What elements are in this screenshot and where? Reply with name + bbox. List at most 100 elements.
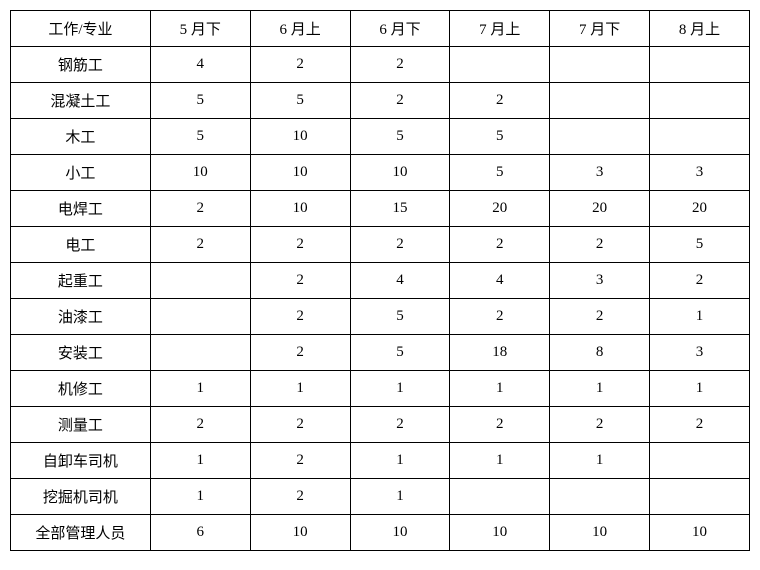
table-cell: 5 [650,227,750,263]
table-cell: 2 [450,407,550,443]
header-period-3: 7 月上 [450,11,550,47]
table-cell: 1 [150,371,250,407]
table-cell: 10 [150,155,250,191]
table-cell: 1 [650,299,750,335]
table-cell: 2 [250,407,350,443]
table-cell: 2 [250,227,350,263]
table-cell [650,479,750,515]
table-cell [650,83,750,119]
table-cell: 5 [350,119,450,155]
header-period-5: 8 月上 [650,11,750,47]
table-cell: 10 [650,515,750,551]
table-cell: 4 [450,263,550,299]
table-cell: 20 [650,191,750,227]
table-cell: 1 [150,443,250,479]
table-cell: 4 [150,47,250,83]
row-label: 测量工 [11,407,151,443]
table-cell: 1 [350,443,450,479]
row-label: 油漆工 [11,299,151,335]
table-row: 全部管理人员61010101010 [11,515,750,551]
staffing-table: 工作/专业 5 月下 6 月上 6 月下 7 月上 7 月下 8 月上 钢筋工4… [10,10,750,551]
table-row: 起重工24432 [11,263,750,299]
header-period-0: 5 月下 [150,11,250,47]
table-cell: 6 [150,515,250,551]
table-cell: 1 [350,371,450,407]
table-cell [150,299,250,335]
table-row: 木工51055 [11,119,750,155]
row-label: 全部管理人员 [11,515,151,551]
header-period-4: 7 月下 [550,11,650,47]
table-cell: 18 [450,335,550,371]
table-cell: 2 [450,299,550,335]
header-period-2: 6 月下 [350,11,450,47]
table-cell: 4 [350,263,450,299]
table-cell [450,479,550,515]
table-cell: 1 [450,443,550,479]
table-cell: 5 [350,335,450,371]
table-cell: 20 [550,191,650,227]
table-cell: 10 [350,515,450,551]
row-label: 电焊工 [11,191,151,227]
table-cell: 2 [550,299,650,335]
table-row: 安装工251883 [11,335,750,371]
table-cell [450,47,550,83]
table-cell: 2 [450,227,550,263]
table-cell: 2 [250,47,350,83]
table-cell: 2 [550,407,650,443]
table-cell: 5 [150,83,250,119]
row-label: 钢筋工 [11,47,151,83]
table-cell: 10 [550,515,650,551]
table-row: 自卸车司机12111 [11,443,750,479]
table-header-row: 工作/专业 5 月下 6 月上 6 月下 7 月上 7 月下 8 月上 [11,11,750,47]
table-cell: 1 [650,371,750,407]
table-cell: 2 [650,263,750,299]
table-cell [650,443,750,479]
row-label: 安装工 [11,335,151,371]
table-cell: 2 [250,335,350,371]
table-cell: 8 [550,335,650,371]
table-cell: 10 [250,119,350,155]
table-cell: 10 [250,155,350,191]
table-row: 钢筋工422 [11,47,750,83]
row-label: 机修工 [11,371,151,407]
table-cell: 3 [550,263,650,299]
header-label: 工作/专业 [11,11,151,47]
table-cell: 20 [450,191,550,227]
table-cell: 10 [450,515,550,551]
table-cell: 10 [250,515,350,551]
table-cell: 5 [250,83,350,119]
row-label: 挖掘机司机 [11,479,151,515]
table-cell: 10 [250,191,350,227]
table-cell [150,263,250,299]
table-cell: 2 [250,263,350,299]
table-cell [550,119,650,155]
header-period-1: 6 月上 [250,11,350,47]
row-label: 自卸车司机 [11,443,151,479]
table-cell: 1 [450,371,550,407]
table-cell: 5 [150,119,250,155]
table-cell: 5 [350,299,450,335]
table-cell: 2 [350,407,450,443]
table-cell: 2 [550,227,650,263]
row-label: 电工 [11,227,151,263]
table-cell: 3 [550,155,650,191]
table-row: 挖掘机司机121 [11,479,750,515]
table-cell: 2 [350,227,450,263]
table-cell [150,335,250,371]
table-cell: 10 [350,155,450,191]
table-row: 混凝土工5522 [11,83,750,119]
table-cell: 1 [350,479,450,515]
table-cell: 2 [250,299,350,335]
row-label: 木工 [11,119,151,155]
table-row: 油漆工25221 [11,299,750,335]
table-cell: 1 [550,443,650,479]
table-cell [550,83,650,119]
table-body: 钢筋工422混凝土工5522木工51055小工101010533电焊工21015… [11,47,750,551]
row-label: 小工 [11,155,151,191]
table-row: 电焊工21015202020 [11,191,750,227]
table-cell [650,47,750,83]
table-row: 测量工222222 [11,407,750,443]
table-cell: 3 [650,155,750,191]
table-cell: 2 [350,47,450,83]
table-cell: 2 [250,479,350,515]
